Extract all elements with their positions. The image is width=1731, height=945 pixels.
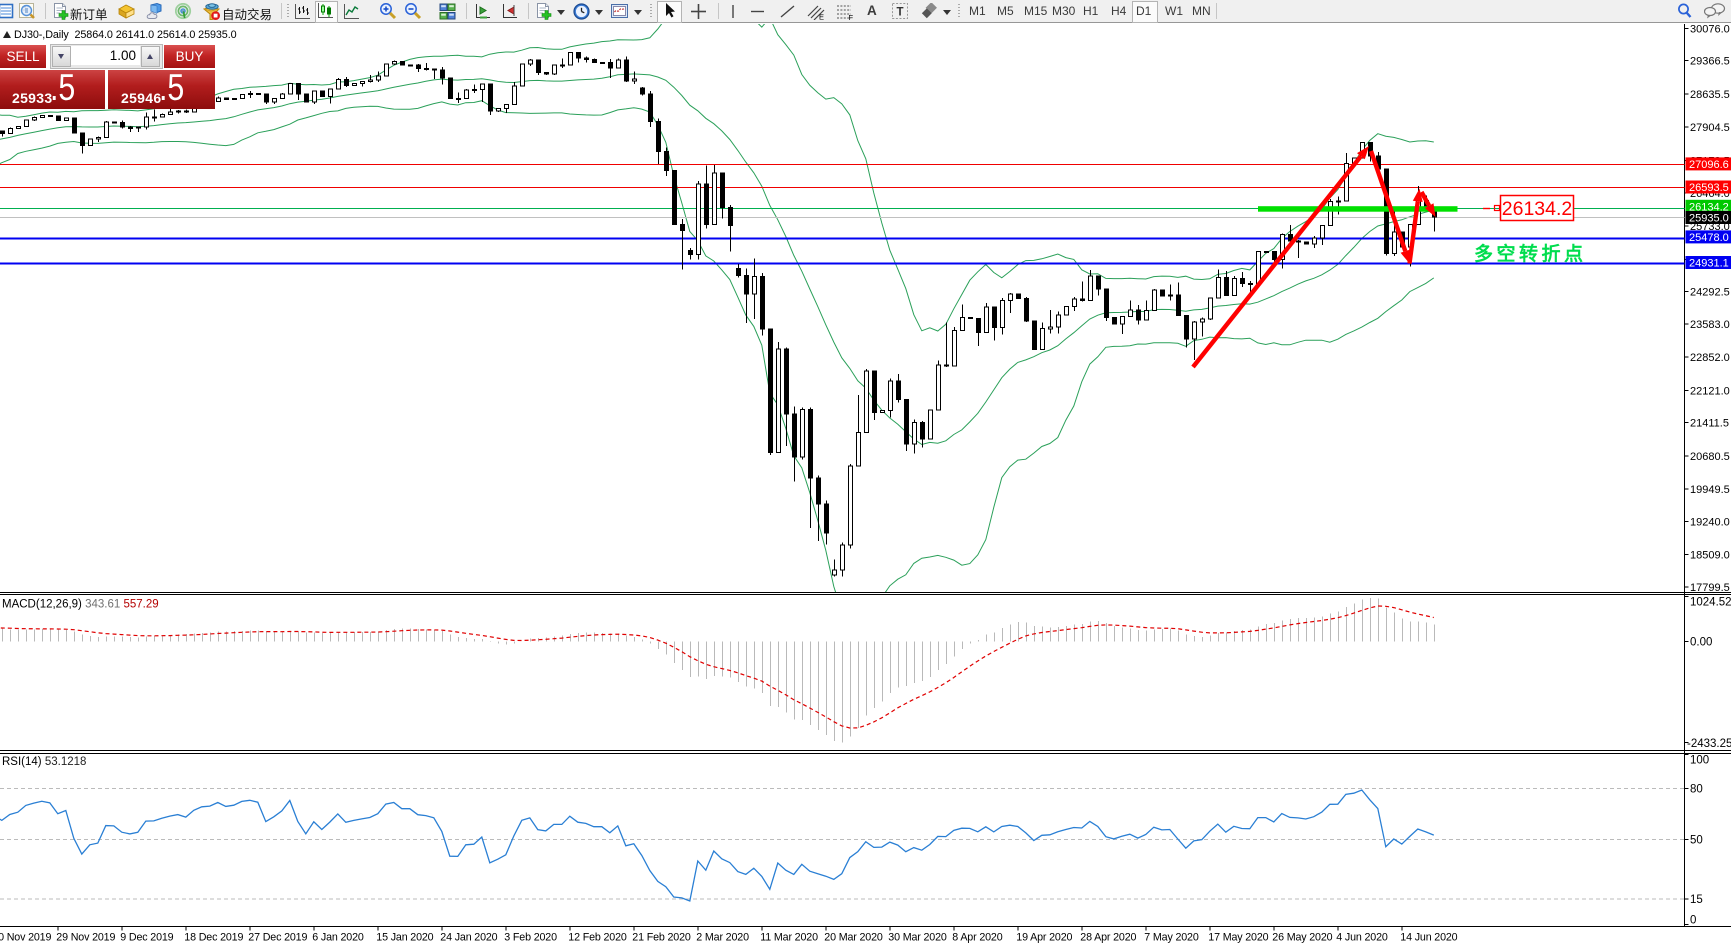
- svg-text:26 May 2020: 26 May 2020: [1272, 932, 1332, 944]
- svg-text:15 Jan 2020: 15 Jan 2020: [376, 932, 433, 944]
- svg-text:8 Apr 2020: 8 Apr 2020: [952, 932, 1002, 944]
- svg-text:29 Nov 2019: 29 Nov 2019: [56, 932, 115, 944]
- svg-text:80: 80: [1690, 784, 1703, 796]
- svg-text:0.00: 0.00: [1690, 637, 1712, 649]
- svg-text:F: F: [849, 13, 854, 20]
- svg-text:E: E: [819, 13, 824, 21]
- svg-text:多空转折点: 多空转折点: [1474, 242, 1587, 265]
- svg-text:30076.0: 30076.0: [1690, 23, 1730, 35]
- svg-text:28635.5: 28635.5: [1690, 89, 1730, 101]
- svg-text:4 Jun 2020: 4 Jun 2020: [1336, 932, 1388, 944]
- svg-text:29366.5: 29366.5: [1690, 56, 1730, 68]
- svg-text:18 Dec 2019: 18 Dec 2019: [184, 932, 243, 944]
- svg-text:20 Mar 2020: 20 Mar 2020: [824, 932, 883, 944]
- svg-text:1024.52: 1024.52: [1690, 596, 1731, 608]
- svg-text:19240.0: 19240.0: [1690, 517, 1730, 529]
- svg-text:2 Mar 2020: 2 Mar 2020: [696, 932, 749, 944]
- svg-text:24 Jan 2020: 24 Jan 2020: [440, 932, 497, 944]
- svg-text:21411.5: 21411.5: [1690, 418, 1729, 430]
- svg-text:22852.0: 22852.0: [1690, 352, 1730, 364]
- svg-text:T: T: [897, 7, 904, 19]
- svg-text:0: 0: [1690, 915, 1696, 927]
- svg-text:23583.0: 23583.0: [1690, 319, 1730, 331]
- svg-text:14 Jun 2020: 14 Jun 2020: [1400, 932, 1457, 944]
- svg-text:21 Feb 2020: 21 Feb 2020: [632, 932, 691, 944]
- svg-text:11 Mar 2020: 11 Mar 2020: [760, 932, 818, 944]
- svg-text:27096.6: 27096.6: [1689, 159, 1729, 171]
- svg-text:26593.5: 26593.5: [1689, 182, 1729, 194]
- svg-text:15: 15: [1690, 894, 1703, 906]
- svg-text:12 Feb 2020: 12 Feb 2020: [568, 932, 627, 944]
- svg-text:26134.2: 26134.2: [1689, 201, 1729, 213]
- svg-text:25935.0: 25935.0: [1689, 213, 1729, 225]
- svg-text:26134.2: 26134.2: [1502, 198, 1573, 220]
- svg-text:50: 50: [1690, 835, 1703, 847]
- svg-text:19 Apr 2020: 19 Apr 2020: [1016, 932, 1072, 944]
- svg-text:30 Mar 2020: 30 Mar 2020: [888, 932, 947, 944]
- svg-text:27 Dec 2019: 27 Dec 2019: [248, 932, 307, 944]
- svg-text:RSI(14) 53.1218: RSI(14) 53.1218: [2, 756, 86, 768]
- svg-text:18509.0: 18509.0: [1690, 550, 1730, 562]
- svg-text:25478.0: 25478.0: [1689, 232, 1729, 244]
- svg-text:6 Jan 2020: 6 Jan 2020: [312, 932, 364, 944]
- svg-text:19949.5: 19949.5: [1690, 484, 1730, 496]
- svg-text:27904.5: 27904.5: [1690, 122, 1730, 134]
- svg-text:7 May 2020: 7 May 2020: [1144, 932, 1199, 944]
- svg-text:28 Apr 2020: 28 Apr 2020: [1080, 932, 1136, 944]
- svg-text:-2433.25: -2433.25: [1687, 738, 1731, 750]
- svg-text:17 May 2020: 17 May 2020: [1208, 932, 1268, 944]
- svg-text:24292.5: 24292.5: [1690, 287, 1730, 299]
- svg-text:24931.1: 24931.1: [1689, 258, 1729, 270]
- svg-text:9 Dec 2019: 9 Dec 2019: [120, 932, 173, 944]
- svg-text:22121.0: 22121.0: [1690, 385, 1730, 397]
- svg-text:20 Nov 2019: 20 Nov 2019: [0, 932, 51, 944]
- svg-text:3 Feb 2020: 3 Feb 2020: [504, 932, 557, 944]
- svg-text:20680.5: 20680.5: [1690, 451, 1730, 463]
- svg-text:100: 100: [1690, 755, 1709, 767]
- svg-text:MACD(12,26,9) 343.61 557.29: MACD(12,26,9) 343.61 557.29: [2, 599, 159, 611]
- svg-text:17799.5: 17799.5: [1690, 582, 1730, 594]
